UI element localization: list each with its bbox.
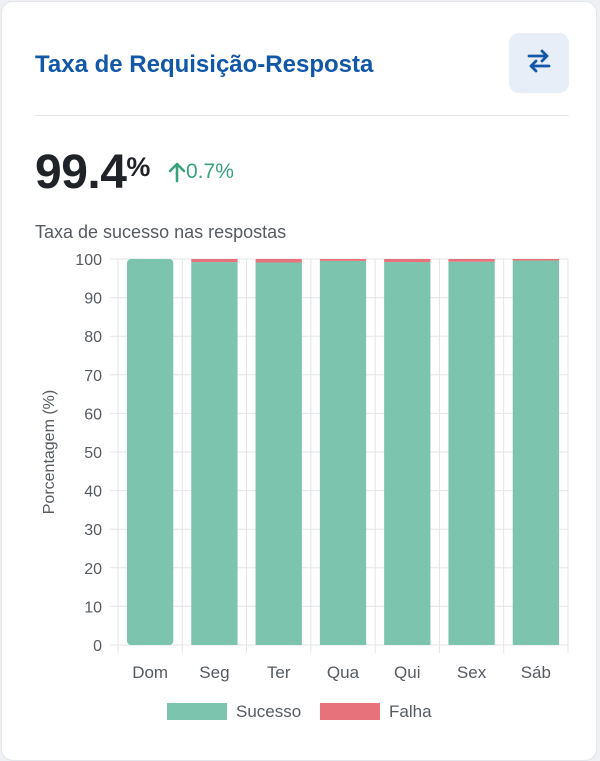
bar-success <box>319 260 367 645</box>
x-tick-label: Seg <box>199 663 229 682</box>
arrow-up-icon <box>168 161 186 183</box>
delta-value: 0.7% <box>186 160 234 183</box>
bar-failure <box>255 259 302 263</box>
swap-button[interactable] <box>509 33 569 93</box>
y-tick-label: 80 <box>84 329 102 346</box>
x-tick-label: Sáb <box>521 663 551 682</box>
bar-failure <box>191 259 238 263</box>
bar-success <box>255 262 302 645</box>
y-tick-label: 100 <box>75 252 102 269</box>
y-tick-label: 30 <box>84 522 102 539</box>
y-tick-label: 90 <box>84 291 102 308</box>
header-divider <box>35 115 569 116</box>
x-tick-label: Sex <box>457 663 487 682</box>
bar-success <box>191 262 238 645</box>
bar-success <box>448 261 495 645</box>
x-tick-label: Qua <box>327 663 360 682</box>
success-rate-number: 99.4 <box>35 146 127 199</box>
bar-failure <box>319 259 367 261</box>
delta-indicator: 0.7% <box>168 160 234 184</box>
x-tick-label: Dom <box>132 663 168 682</box>
card-title: Taxa de Requisição-Resposta <box>35 51 374 78</box>
x-tick-label: Ter <box>267 663 291 682</box>
legend-label-failure: Falha <box>389 702 432 721</box>
bar-failure <box>512 259 559 261</box>
y-tick-label: 60 <box>84 406 102 423</box>
x-tick-label: Qui <box>394 663 420 682</box>
y-tick-label: 0 <box>93 638 102 655</box>
success-rate-value: 99.4% <box>35 145 150 200</box>
y-tick-label: 70 <box>84 368 102 385</box>
bar-failure <box>384 259 431 263</box>
legend-swatch-failure <box>320 703 380 720</box>
y-tick-label: 50 <box>84 445 102 462</box>
swap-arrows-icon <box>525 47 553 80</box>
y-tick-label: 10 <box>84 599 102 616</box>
chart-subtitle: Taxa de sucesso nas respostas <box>35 222 287 242</box>
y-axis-title: Porcentagem (%) <box>41 390 58 515</box>
success-rate-unit: % <box>126 152 150 182</box>
legend-swatch-success <box>167 703 227 720</box>
bar-success <box>384 262 431 645</box>
legend-label-success: Sucesso <box>236 702 301 721</box>
y-tick-label: 20 <box>84 561 102 578</box>
bar-success <box>127 259 174 645</box>
bar-success <box>512 260 559 645</box>
y-tick-label: 40 <box>84 484 102 501</box>
bar-failure <box>448 259 495 262</box>
